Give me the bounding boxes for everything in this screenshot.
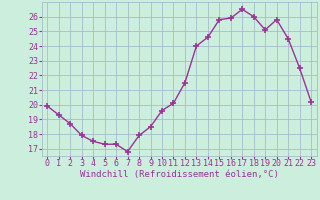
X-axis label: Windchill (Refroidissement éolien,°C): Windchill (Refroidissement éolien,°C) bbox=[80, 170, 279, 179]
